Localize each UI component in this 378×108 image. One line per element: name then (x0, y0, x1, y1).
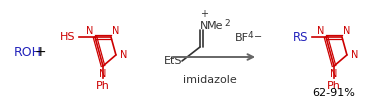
Text: Me: Me (207, 21, 223, 31)
Text: Ph: Ph (96, 81, 110, 91)
Text: ROH: ROH (14, 45, 42, 59)
Text: N: N (120, 50, 128, 60)
Text: N: N (317, 26, 325, 36)
Text: 62-91%: 62-91% (313, 88, 355, 98)
Text: N: N (343, 26, 351, 36)
Text: +: + (200, 9, 208, 19)
Text: HS: HS (59, 32, 75, 42)
Text: Ph: Ph (327, 81, 341, 91)
Text: N: N (200, 21, 208, 31)
Text: N: N (330, 69, 338, 79)
Text: +: + (34, 45, 46, 59)
Text: imidazole: imidazole (183, 75, 237, 85)
Text: BF: BF (235, 33, 249, 43)
Text: 4: 4 (248, 31, 254, 40)
Text: 2: 2 (224, 19, 229, 28)
Text: EtS: EtS (164, 56, 182, 66)
Text: N: N (112, 26, 120, 36)
Text: −: − (254, 32, 262, 42)
Text: N: N (99, 69, 107, 79)
Text: N: N (351, 50, 359, 60)
Text: RS: RS (293, 31, 308, 44)
Text: N: N (86, 26, 94, 36)
